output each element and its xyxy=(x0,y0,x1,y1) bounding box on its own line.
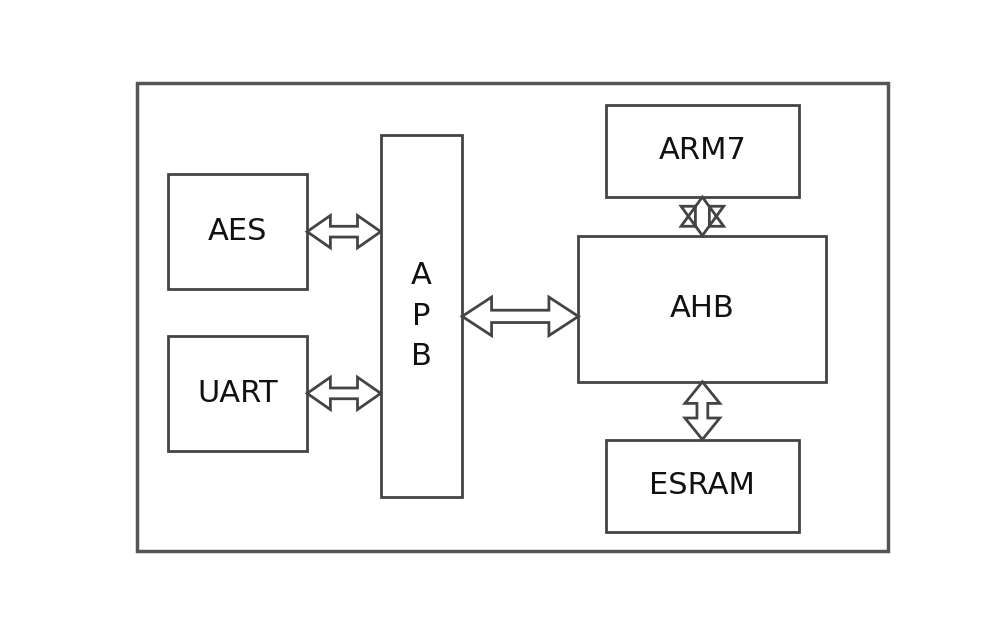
Text: UART: UART xyxy=(197,379,278,408)
Polygon shape xyxy=(307,377,381,409)
Bar xyxy=(606,105,799,197)
Text: A
P
B: A P B xyxy=(411,261,432,371)
Bar xyxy=(381,136,462,497)
Polygon shape xyxy=(307,215,381,248)
Polygon shape xyxy=(462,297,578,335)
Polygon shape xyxy=(681,197,724,236)
Bar xyxy=(606,440,799,532)
Bar xyxy=(168,174,307,290)
Bar xyxy=(578,236,826,382)
Text: AHB: AHB xyxy=(670,294,735,323)
Text: AES: AES xyxy=(208,217,267,246)
Text: ARM7: ARM7 xyxy=(658,136,746,165)
Polygon shape xyxy=(685,382,720,440)
Text: ESRAM: ESRAM xyxy=(649,471,755,501)
Bar xyxy=(168,335,307,451)
